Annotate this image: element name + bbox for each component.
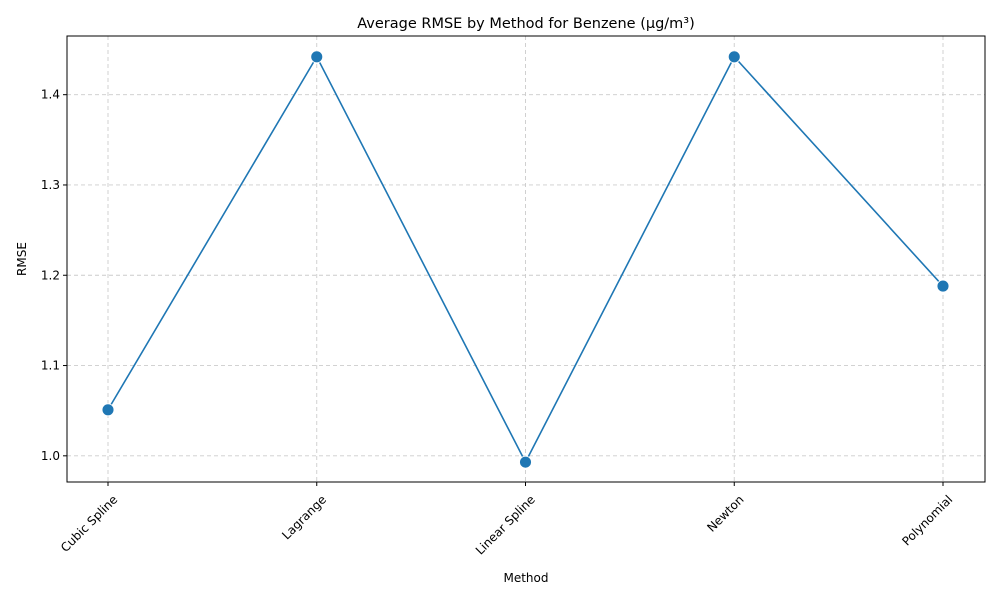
ticks-layer: 1.0 1.1 1.2 1.3 1.4 Cubic Spline Lagrange Linea… — [41, 88, 955, 558]
series-layer — [101, 50, 950, 469]
x-axis-title: Method — [503, 571, 548, 585]
data-point — [519, 455, 532, 469]
y-axis-title: RMSE — [15, 242, 29, 276]
data-point — [101, 403, 115, 417]
x-tick-label: Polynomial — [899, 492, 955, 548]
x-tick-label: Lagrange — [279, 492, 329, 542]
data-point — [727, 50, 741, 64]
y-tick-label: 1.1 — [41, 359, 60, 373]
chart-title: Average RMSE by Method for Benzene (µg/m… — [357, 16, 695, 32]
y-tick-label: 1.4 — [41, 88, 60, 102]
x-tick-label: Newton — [704, 492, 746, 534]
data-point — [936, 279, 950, 293]
y-tick-label: 1.0 — [41, 449, 60, 463]
plot-area-frame — [66, 35, 986, 483]
y-tick-label: 1.3 — [41, 178, 60, 192]
data-point — [310, 50, 324, 64]
grid — [67, 36, 985, 482]
y-tick-label: 1.2 — [41, 268, 60, 282]
x-tick-label: Cubic Spline — [58, 492, 120, 554]
x-tick-label: Linear Spline — [473, 492, 538, 557]
